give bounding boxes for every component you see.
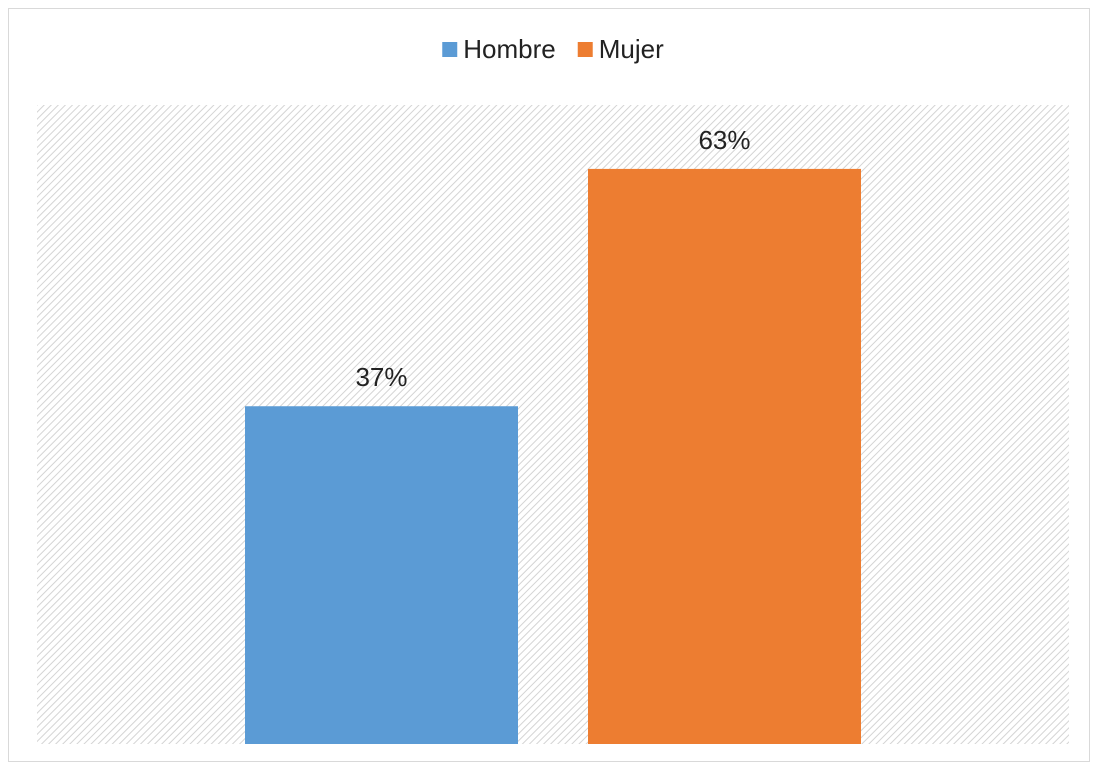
data-label: 37% bbox=[355, 362, 407, 392]
legend-label: Hombre bbox=[463, 34, 555, 64]
plot-area bbox=[37, 105, 1069, 744]
data-label: 63% bbox=[698, 125, 750, 155]
bar bbox=[245, 406, 518, 744]
legend-swatch bbox=[442, 42, 458, 57]
legend-swatch bbox=[577, 42, 593, 57]
legend-label: Mujer bbox=[599, 34, 664, 64]
bar bbox=[588, 168, 861, 744]
